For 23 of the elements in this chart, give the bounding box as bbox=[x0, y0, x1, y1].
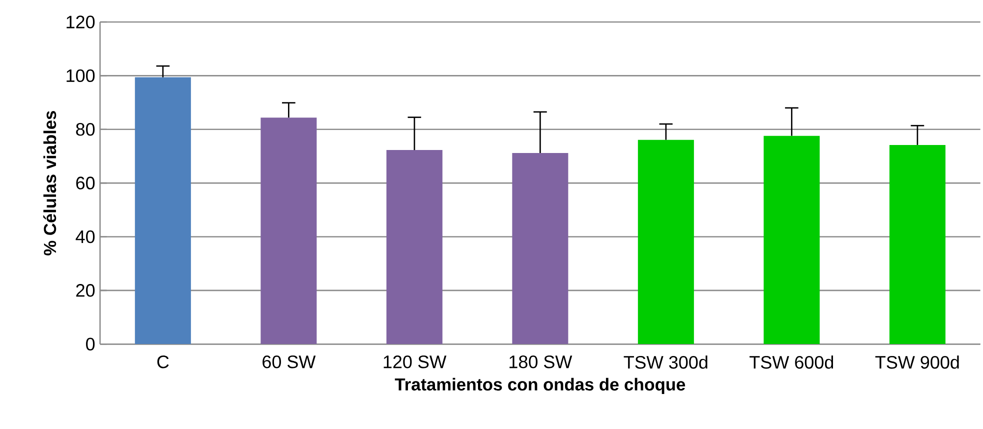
y-axis-title: % Células viables bbox=[43, 110, 56, 256]
y-tick-label: 0 bbox=[86, 338, 95, 350]
x-tick-label: 60 SW bbox=[262, 355, 316, 368]
y-tick-label: 80 bbox=[76, 122, 95, 136]
x-tick-label: C bbox=[157, 355, 169, 368]
x-tick-label: TSW 600d bbox=[750, 355, 834, 368]
x-axis-title: Tratamientos con ondas de choque bbox=[394, 378, 686, 394]
bar bbox=[512, 152, 568, 344]
bar bbox=[386, 150, 442, 344]
x-tick-label: TSW 900d bbox=[875, 355, 959, 368]
bar bbox=[764, 136, 820, 344]
y-tick-label: 20 bbox=[76, 284, 95, 297]
y-tick-label: 60 bbox=[76, 176, 95, 190]
x-tick-label: TSW 300d bbox=[624, 355, 708, 368]
bar bbox=[638, 140, 694, 344]
y-tick-label: 100 bbox=[66, 69, 95, 82]
bar bbox=[260, 117, 317, 344]
x-tick-label: 180 SW bbox=[510, 355, 572, 368]
y-tick-label: 40 bbox=[76, 230, 95, 243]
bar bbox=[889, 144, 946, 344]
y-tick-label: 120 bbox=[66, 15, 95, 28]
x-tick-label: 120 SW bbox=[384, 355, 446, 368]
bar bbox=[134, 77, 191, 344]
